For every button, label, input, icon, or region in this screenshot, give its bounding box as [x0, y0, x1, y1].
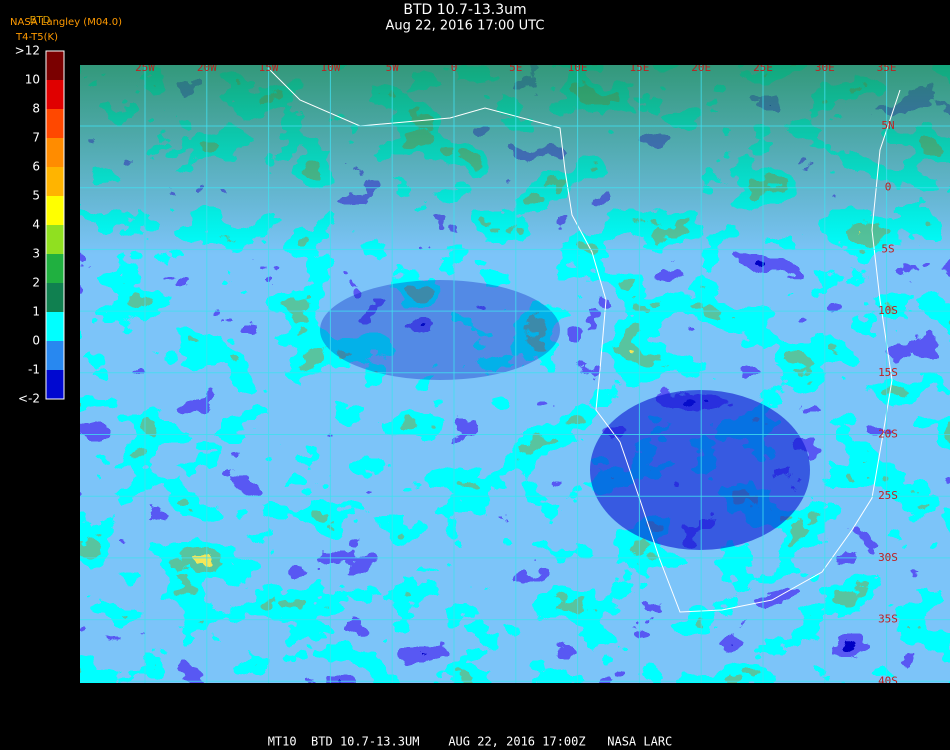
longitude-label: 5W: [386, 61, 400, 74]
latitude-label: 0: [885, 181, 892, 194]
longitude-label: 20W: [197, 61, 217, 74]
longitude-label: 25W: [135, 61, 155, 74]
colorbar-swatch: [46, 283, 64, 312]
colorbar-swatch: [46, 312, 64, 341]
longitude-label: 25E: [753, 61, 773, 74]
longitude-label: 20E: [691, 61, 711, 74]
colorbar-label: 4: [32, 218, 40, 232]
colorbar-label: >12: [15, 44, 40, 58]
latitude-label: 30S: [878, 551, 898, 564]
subtitle: Aug 22, 2016 17:00 UTC: [386, 19, 545, 34]
longitude-label: 10W: [320, 61, 340, 74]
longitude-label: 15W: [259, 61, 279, 74]
colorbar-swatch: [46, 341, 64, 370]
longitude-label: 30E: [815, 61, 835, 74]
latitude-label: 20S: [878, 428, 898, 441]
latitude-label: 35S: [878, 613, 898, 626]
latitude-label: 10S: [878, 304, 898, 317]
latitude-label: 25S: [878, 489, 898, 502]
latitude-label: 40S: [878, 674, 898, 687]
satellite-image: 25W 20W 15W 10W 5W 0 5E 10E 15E 20E 25E 30E 35E 5N 0 5S…: [80, 61, 950, 687]
latitude-label: 5S: [881, 242, 894, 255]
longitude-label: 35E: [877, 61, 897, 74]
colorbar-label: 7: [32, 131, 40, 145]
colorbar-swatch: [46, 370, 64, 399]
title: BTD 10.7-13.3um: [403, 2, 526, 18]
colorbar-label: 10: [25, 73, 40, 87]
colorbar-label: 8: [32, 102, 40, 116]
colorbar-label: 1: [32, 305, 40, 319]
colorbar-frame: [45, 50, 65, 400]
colorbar-label: 3: [32, 247, 40, 261]
source-label: NASA Langley (M04.0): [10, 17, 122, 28]
colorbar-swatch: [46, 225, 64, 254]
colorbar-label: 5: [32, 189, 40, 203]
clear-region: [590, 390, 810, 550]
colorbar-swatch: [46, 51, 64, 80]
clear-region: [320, 280, 560, 380]
colorbar-label: <-2: [18, 392, 40, 406]
latitude-label: 5N: [881, 119, 894, 132]
latitude-label: 15S: [878, 366, 898, 379]
longitude-label: 15E: [629, 61, 649, 74]
colorbar-swatch: [46, 254, 64, 283]
longitude-label: 0: [451, 61, 458, 74]
coastline: [267, 67, 901, 613]
longitude-label: 5E: [509, 61, 522, 74]
colorbar-swatch: [46, 138, 64, 167]
colorbar-swatch: [46, 80, 64, 109]
colorbar-label: -1: [28, 363, 40, 377]
unit-label: T4-T5(K): [15, 32, 58, 43]
longitude-label: 10E: [568, 61, 588, 74]
lat-lon-grid: 25W 20W 15W 10W 5W 0 5E 10E 15E 20E 25E 30E 35E 5N 0 5S…: [80, 61, 950, 687]
product-label: BTD: [30, 15, 51, 26]
colorbar-swatch: [46, 196, 64, 225]
cloud-band: [80, 65, 950, 255]
colorbar-label: 6: [32, 160, 40, 174]
footer: MT10 BTD 10.7-13.3UM AUG 22, 2016 17:00Z…: [268, 735, 673, 749]
colorbar-label: 0: [32, 334, 40, 348]
colorbar-label: 2: [32, 276, 40, 290]
colorbar-swatch: [46, 109, 64, 138]
colorbar-swatch: [46, 167, 64, 196]
